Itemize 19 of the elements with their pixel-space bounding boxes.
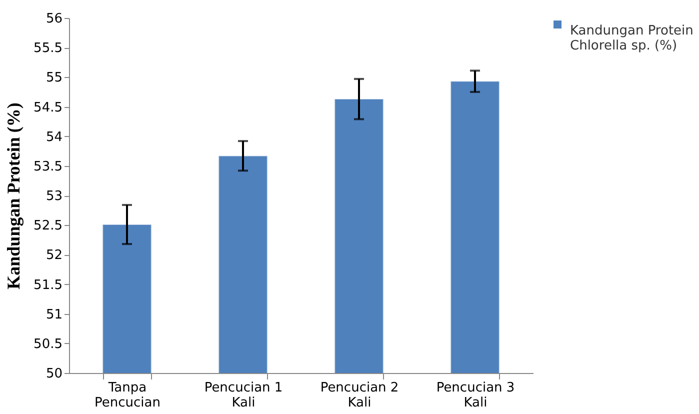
x-tick-label: Pencucian 1 Kali [204,380,283,410]
y-tick-label: 54 [46,130,62,145]
y-tick-label: 51 [46,307,62,322]
x-tick-label: Pencucian 3 Kali [436,380,515,410]
legend-label: Kandungan Protein Chlorella sp. (%) [570,24,694,54]
y-tick-label: 50.5 [34,336,62,352]
x-tick-label: Tanpa Pencucian [94,380,160,410]
y-tick-label: 50 [46,366,62,382]
y-tick-label: 53.5 [34,159,62,174]
y-tick-label: 51.5 [34,278,62,293]
y-tick-label: 52.5 [34,218,62,234]
y-tick-label: 53 [46,189,62,204]
y-tick-label: 52 [46,248,62,264]
x-tick-label: Pencucian 2 Kali [320,380,399,410]
y-tick-label: 55.5 [34,41,62,56]
y-tick-label: 56 [46,12,62,26]
y-tick-label: 54.5 [34,100,62,116]
y-axis-title: Kandungan Protein (%) [4,102,24,290]
y-tick-label: 55 [46,70,62,86]
